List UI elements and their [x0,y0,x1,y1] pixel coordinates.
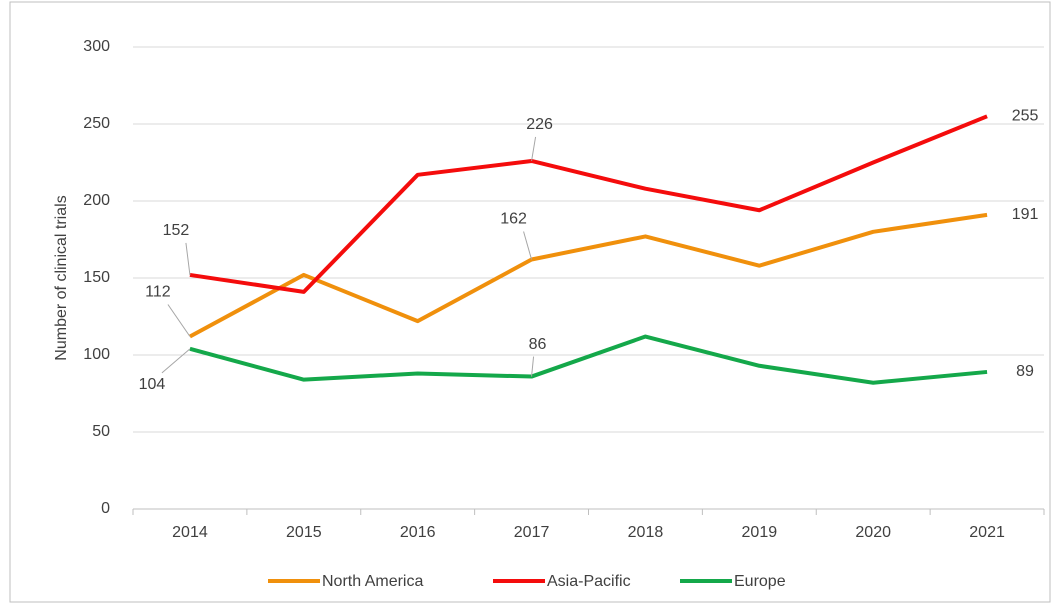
leader-line [167,304,191,337]
line [188,212,988,339]
x-tick-label: 2021 [969,524,1005,541]
legend-label: Europe [734,573,786,590]
x-tick-label: 2015 [286,524,322,541]
y-tick-label: 50 [92,423,110,440]
x-tick-label: 2018 [628,524,664,541]
leader-line [531,136,537,162]
y-tick-label: 200 [83,192,110,209]
data-label: 89 [1016,363,1034,380]
x-tick-label: 2017 [514,524,550,541]
data-label: 191 [1012,206,1039,223]
y-tick-label: 250 [83,115,110,132]
leader-line [161,348,191,374]
line [189,334,988,385]
leader-line [523,231,533,260]
x-tick-label: 2016 [400,524,436,541]
legend-label: North America [322,573,423,590]
data-label: 226 [526,116,553,133]
x-tick-label: 2019 [742,524,778,541]
y-tick-label: 300 [83,38,110,55]
y-axis-label: Number of clinical trials [53,195,70,360]
x-tick-label: 2020 [855,524,891,541]
data-label: 162 [500,211,527,228]
data-label: 152 [163,222,190,239]
data-label: 255 [1012,108,1039,125]
leader-line [185,242,191,275]
chart-frame [9,1,1051,603]
y-tick-label: 100 [83,346,110,363]
y-tick-label: 0 [101,500,110,517]
leader-line [531,356,535,377]
data-label: 104 [139,376,166,393]
data-label: 86 [529,336,547,353]
data-label: 112 [145,284,171,301]
y-tick-label: 150 [83,269,110,286]
line [189,114,988,294]
legend-label: Asia-Pacific [547,573,631,590]
x-tick-label: 2014 [172,524,208,541]
